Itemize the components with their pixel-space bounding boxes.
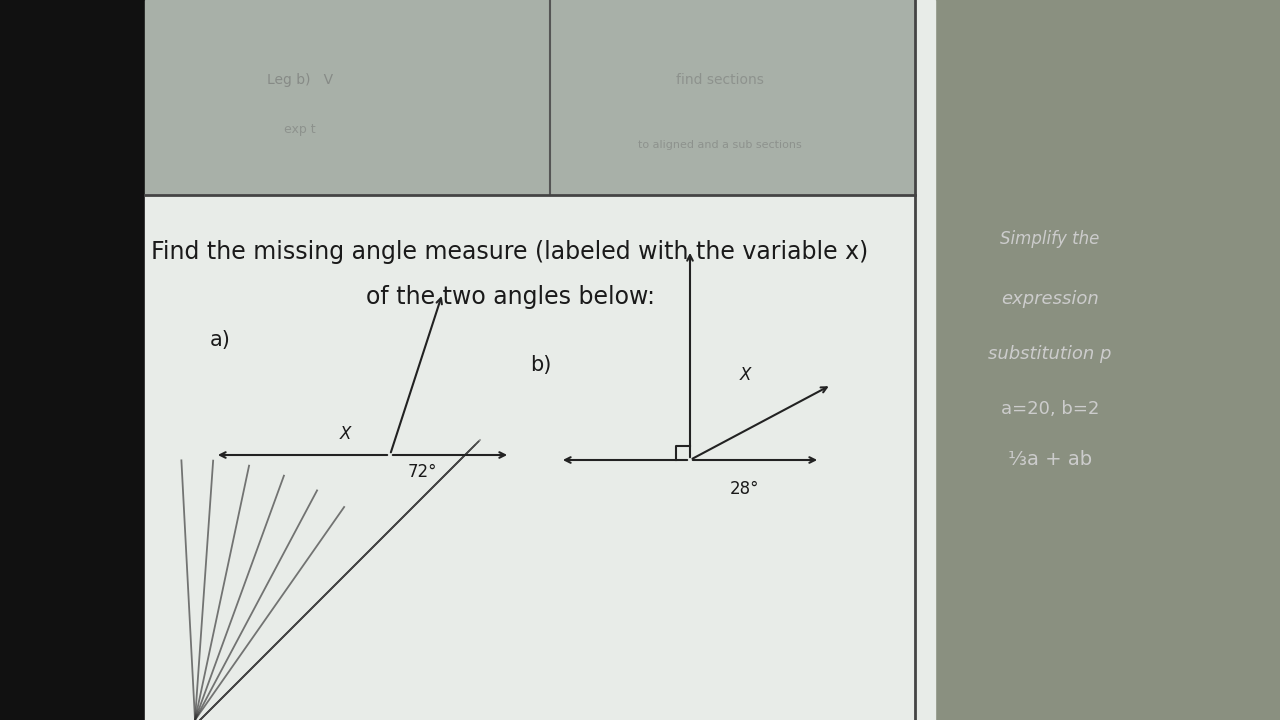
Text: a=20, b=2: a=20, b=2	[1001, 400, 1100, 418]
Text: substitution p: substitution p	[988, 345, 1112, 363]
Text: Leg b)   V: Leg b) V	[268, 73, 333, 87]
Bar	[0, 0, 145, 720]
Text: Find the missing angle measure (labeled with the variable x): Find the missing angle measure (labeled …	[151, 240, 869, 264]
Text: ⅓a + ab: ⅓a + ab	[1007, 450, 1092, 469]
Text: Simplify the: Simplify the	[1000, 230, 1100, 248]
Text: 28°: 28°	[730, 480, 759, 498]
Text: b): b)	[530, 355, 552, 375]
Bar	[145, 195, 915, 720]
Text: exp t: exp t	[284, 124, 316, 137]
Text: a): a)	[210, 330, 230, 350]
Bar	[145, 0, 915, 195]
Bar	[915, 0, 1280, 720]
Text: X: X	[339, 425, 351, 443]
Text: find sections: find sections	[676, 73, 764, 87]
Text: expression: expression	[1001, 290, 1098, 308]
Text: of the two angles below:: of the two angles below:	[366, 285, 654, 309]
Text: 72°: 72°	[408, 463, 438, 481]
Text: X: X	[740, 366, 750, 384]
Text: to aligned and a sub sections: to aligned and a sub sections	[639, 140, 801, 150]
Bar	[915, 0, 934, 720]
